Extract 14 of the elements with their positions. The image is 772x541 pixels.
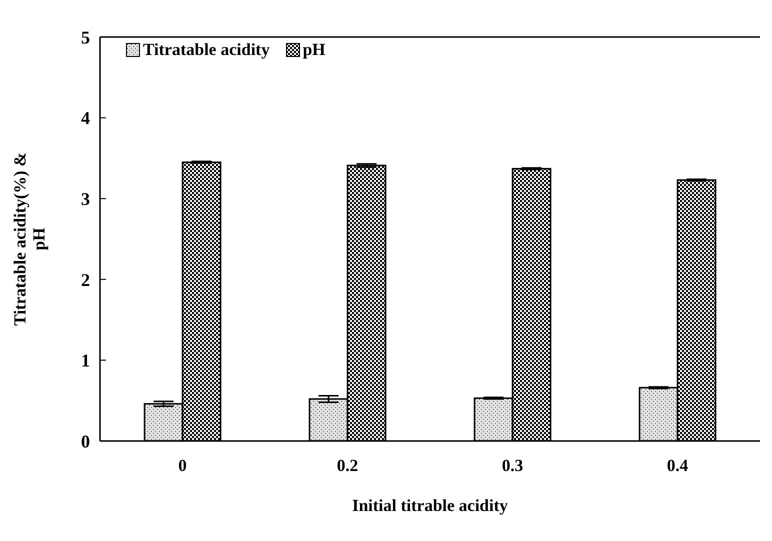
legend-label: Titratable acidity [143,40,270,60]
x-axis-title: Initial titrable acidity [352,496,508,515]
y-tick-label: 3 [81,188,90,209]
x-tick-label: 0 [178,456,187,476]
x-tick-label: 0.4 [666,456,689,476]
y-tick-label: 0 [81,431,90,452]
y-tick-label: 1 [81,350,90,371]
y-tick-label: 2 [81,270,90,290]
legend-label: pH [302,40,326,60]
x-tick-label: 0.3 [502,456,524,476]
y-tick-label: 4 [81,108,90,128]
y-axis-title: Titratable acidity(%) & pH [10,152,48,326]
y-tick-label: 5 [81,27,90,48]
x-tick-label: 0.2 [336,456,358,476]
